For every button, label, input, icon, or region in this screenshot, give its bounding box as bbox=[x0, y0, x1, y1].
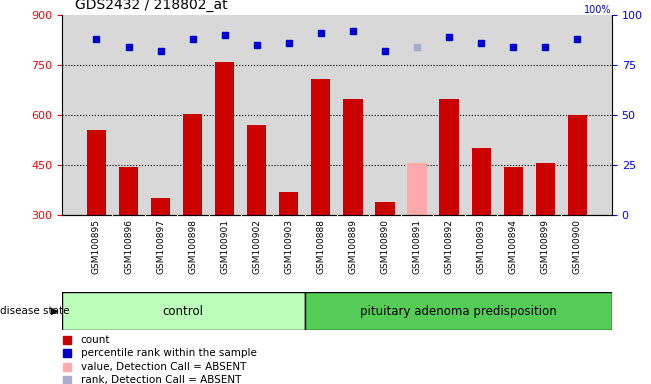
Bar bbox=[247, 125, 266, 215]
Text: rank, Detection Call = ABSENT: rank, Detection Call = ABSENT bbox=[81, 375, 241, 384]
Text: GSM100900: GSM100900 bbox=[573, 219, 582, 274]
Text: GSM100895: GSM100895 bbox=[92, 219, 101, 274]
Bar bbox=[87, 130, 106, 215]
Text: disease state: disease state bbox=[0, 306, 70, 316]
Bar bbox=[151, 199, 170, 215]
Text: count: count bbox=[81, 335, 110, 345]
Text: GSM100890: GSM100890 bbox=[380, 219, 389, 274]
Bar bbox=[279, 192, 298, 215]
Bar bbox=[305, 292, 612, 330]
Text: GSM100891: GSM100891 bbox=[413, 219, 422, 274]
Text: GSM100892: GSM100892 bbox=[445, 219, 454, 274]
Bar bbox=[119, 167, 138, 215]
Bar bbox=[62, 292, 305, 330]
Text: GSM100893: GSM100893 bbox=[477, 219, 486, 274]
Bar bbox=[471, 149, 491, 215]
Text: GSM100897: GSM100897 bbox=[156, 219, 165, 274]
Bar bbox=[343, 99, 363, 215]
Text: 100%: 100% bbox=[585, 5, 612, 15]
Bar bbox=[376, 202, 395, 215]
Bar bbox=[536, 164, 555, 215]
Text: GSM100894: GSM100894 bbox=[508, 219, 518, 274]
Text: percentile rank within the sample: percentile rank within the sample bbox=[81, 348, 256, 358]
Text: pituitary adenoma predisposition: pituitary adenoma predisposition bbox=[360, 305, 557, 318]
Text: GSM100902: GSM100902 bbox=[252, 219, 261, 274]
Text: GSM100899: GSM100899 bbox=[541, 219, 549, 274]
Text: GSM100898: GSM100898 bbox=[188, 219, 197, 274]
Text: GSM100903: GSM100903 bbox=[284, 219, 294, 274]
Text: GSM100901: GSM100901 bbox=[220, 219, 229, 274]
Bar bbox=[568, 115, 587, 215]
Text: control: control bbox=[163, 305, 204, 318]
Text: GSM100889: GSM100889 bbox=[348, 219, 357, 274]
Text: GDS2432 / 218802_at: GDS2432 / 218802_at bbox=[75, 0, 227, 12]
Bar bbox=[408, 164, 426, 215]
Bar bbox=[215, 62, 234, 215]
Bar bbox=[311, 79, 331, 215]
Text: ▶: ▶ bbox=[51, 306, 59, 316]
Bar bbox=[439, 99, 459, 215]
Text: GSM100896: GSM100896 bbox=[124, 219, 133, 274]
Bar bbox=[183, 114, 202, 215]
Text: GSM100888: GSM100888 bbox=[316, 219, 326, 274]
Text: value, Detection Call = ABSENT: value, Detection Call = ABSENT bbox=[81, 362, 246, 372]
Bar bbox=[504, 167, 523, 215]
